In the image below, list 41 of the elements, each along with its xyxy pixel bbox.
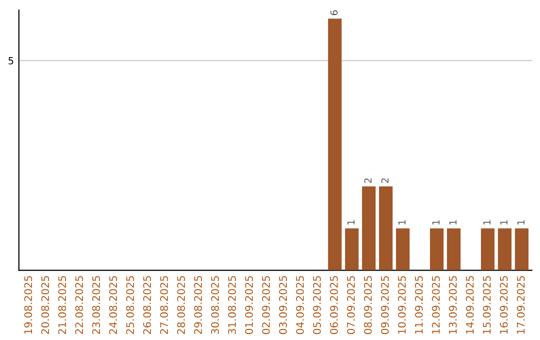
x-tick-label: 11.09.2025	[414, 276, 423, 334]
x-tick-label: 12.09.2025	[432, 276, 440, 334]
x-tick-label: 01.09.2025	[245, 276, 253, 334]
x-tick-label: 13.09.2025	[448, 276, 457, 334]
x-tick-label: 04.09.2025	[296, 276, 304, 334]
x-tick-label: 28.08.2025	[177, 276, 185, 334]
x-tick-label: 15.09.2025	[482, 276, 491, 334]
x-tick-label: 21.08.2025	[58, 276, 66, 334]
x-tick-label: 29.08.2025	[194, 276, 202, 334]
data-label: 1	[432, 220, 440, 225]
data-label: 1	[517, 220, 524, 225]
x-tick-label: 30.08.2025	[211, 276, 219, 334]
x-tick-label: 17.09.2025	[516, 276, 525, 334]
x-tick-label: 05.09.2025	[313, 276, 321, 334]
x-tick-label: 25.08.2025	[126, 276, 134, 334]
data-label: 1	[500, 220, 508, 225]
x-tick-label: 26.08.2025	[143, 276, 152, 334]
data-label: 1	[347, 220, 355, 225]
data-label: 1	[449, 220, 456, 225]
y-tick-label: 5	[8, 57, 14, 64]
x-tick-label: 24.08.2025	[109, 276, 118, 334]
x-tick-label: 16.09.2025	[500, 276, 508, 334]
x-tick-label: 08.09.2025	[364, 276, 372, 334]
x-tick-label: 14.09.2025	[466, 276, 474, 334]
x-tick-label: 22.08.2025	[75, 276, 84, 334]
x-tick-label: 20.08.2025	[41, 276, 50, 334]
x-tick-label: 09.09.2025	[380, 276, 389, 334]
data-label: 2	[364, 178, 372, 183]
data-label: 2	[381, 178, 388, 183]
x-tick-label: 07.09.2025	[346, 276, 355, 334]
data-label: 1	[483, 220, 490, 225]
x-tick-label: 10.09.2025	[398, 276, 406, 334]
x-tick-label: 02.09.2025	[262, 276, 270, 334]
data-label: 6	[330, 10, 338, 16]
data-label: 1	[398, 220, 406, 225]
x-tick-label: 03.09.2025	[279, 276, 287, 334]
x-tick-label: 06.09.2025	[330, 276, 338, 334]
x-tick-label: 27.08.2025	[160, 276, 168, 334]
x-tick-label: 19.08.2025	[24, 276, 32, 334]
x-tick-label: 23.08.2025	[92, 276, 100, 334]
x-tick-label: 31.08.2025	[228, 276, 236, 334]
